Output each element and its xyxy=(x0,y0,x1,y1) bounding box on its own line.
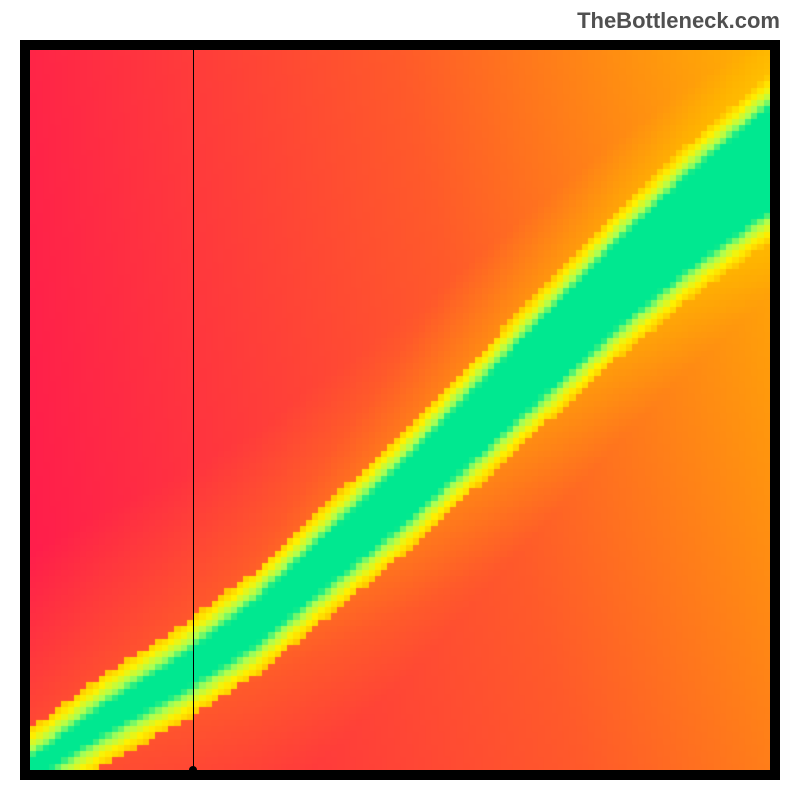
heatmap-frame xyxy=(20,40,780,780)
marker-point xyxy=(189,766,197,774)
bottleneck-heatmap xyxy=(30,50,770,770)
watermark-text: TheBottleneck.com xyxy=(577,8,780,34)
marker-vertical-line xyxy=(193,50,194,770)
